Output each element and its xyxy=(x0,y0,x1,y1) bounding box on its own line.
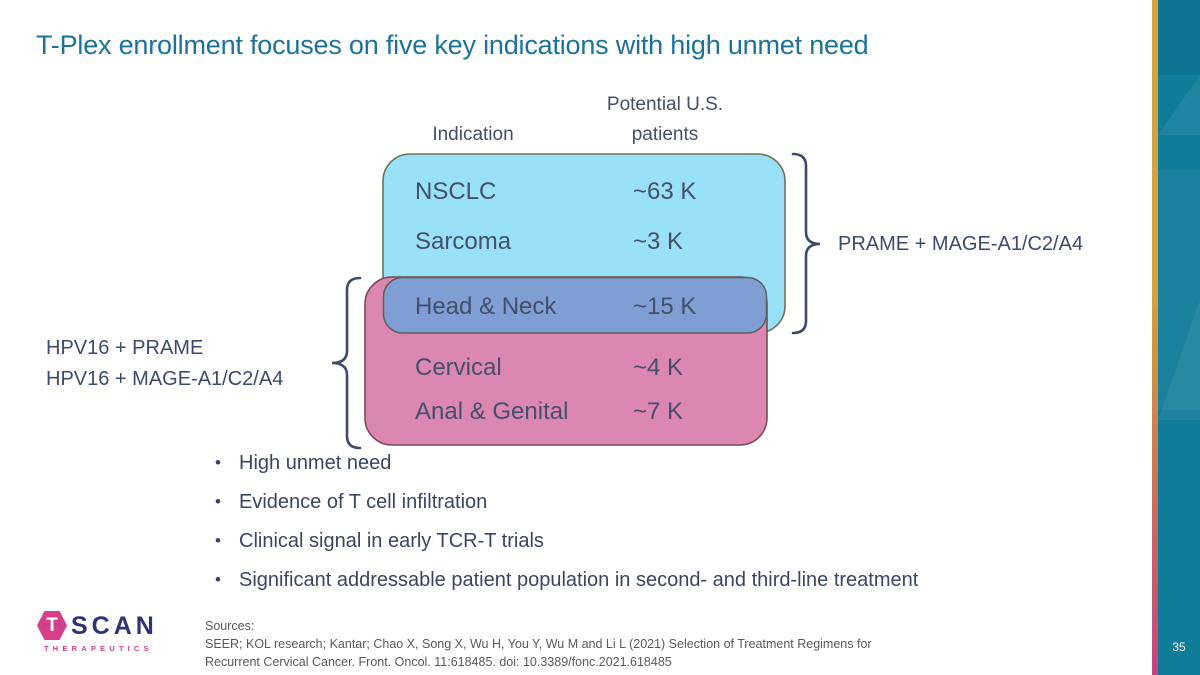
sidebar-facet xyxy=(1158,75,1200,135)
list-item: • Significant addressable patient popula… xyxy=(215,569,918,592)
bullet-text: Significant addressable patient populati… xyxy=(239,569,919,591)
column-header-patients: Potential U.S. patients xyxy=(567,90,763,150)
list-item: • Clinical signal in early TCR-T trials xyxy=(215,530,918,553)
indication-label: Head & Neck xyxy=(415,293,557,320)
sources-line2: Recurrent Cervical Cancer. Front. Oncol.… xyxy=(205,655,672,669)
indication-label: NSCLC xyxy=(415,178,497,205)
bullet-text: Clinical signal in early TCR-T trials xyxy=(239,530,544,552)
bullet-icon: • xyxy=(215,492,221,511)
left-brace xyxy=(331,276,362,450)
edge-gradient-strip xyxy=(1152,0,1158,675)
page-title: T-Plex enrollment focuses on five key in… xyxy=(36,30,869,60)
bullet-icon: • xyxy=(215,570,221,589)
left-brace-label-line1: HPV16 + PRAME xyxy=(46,337,204,359)
sources-line1: SEER; KOL research; Kantar; Chao X, Song… xyxy=(205,637,872,651)
overlap-region xyxy=(382,276,768,334)
left-brace-label-line2: HPV16 + MAGE-A1/C2/A4 xyxy=(46,368,284,390)
page-number: 35 xyxy=(1172,640,1186,654)
indication-label: Anal & Genital xyxy=(415,398,569,425)
column-header-indication: Indication xyxy=(432,124,514,145)
logo-name: SCAN xyxy=(71,612,158,640)
patients-value: ~3 K xyxy=(633,228,684,255)
list-item: • High unmet need xyxy=(215,452,918,475)
logo-letter: T xyxy=(46,614,58,636)
right-brace xyxy=(791,152,821,335)
sidebar-facet xyxy=(1158,0,1200,75)
left-brace-label: HPV16 + PRAME HPV16 + MAGE-A1/C2/A4 xyxy=(46,333,283,395)
sidebar-decoration xyxy=(1158,0,1200,675)
logo-subtitle: THERAPEUTICS xyxy=(44,644,153,653)
bullet-text: High unmet need xyxy=(239,452,392,474)
bullet-text: Evidence of T cell infiltration xyxy=(239,491,488,513)
patients-value: ~15 K xyxy=(633,293,697,320)
patients-value: ~7 K xyxy=(633,398,684,425)
indication-label: Cervical xyxy=(415,354,502,381)
column-header-patients-line2: patients xyxy=(631,124,699,145)
bullet-list: • High unmet need • Evidence of T cell i… xyxy=(215,452,918,608)
sources-label: Sources: xyxy=(205,619,255,633)
column-header-patients-line1: Potential U.S. xyxy=(606,94,724,115)
sidebar-facet xyxy=(1158,170,1200,410)
indication-label: Sarcoma xyxy=(415,228,512,255)
bullet-icon: • xyxy=(215,453,221,472)
bullet-icon: • xyxy=(215,531,221,550)
sources-block: Sources: SEER; KOL research; Kantar; Cha… xyxy=(205,617,872,671)
patients-value: ~4 K xyxy=(633,354,684,381)
right-brace-label: PRAME + MAGE-A1/C2/A4 xyxy=(838,233,1084,255)
patients-value: ~63 K xyxy=(633,178,697,205)
list-item: • Evidence of T cell infiltration xyxy=(215,491,918,514)
